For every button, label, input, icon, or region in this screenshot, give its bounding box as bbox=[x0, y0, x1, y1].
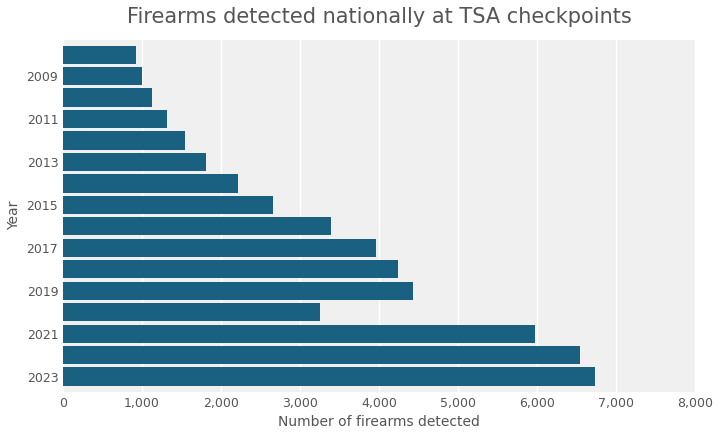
Bar bbox=[63, 368, 595, 386]
Bar bbox=[63, 260, 398, 279]
Bar bbox=[63, 110, 167, 128]
Bar bbox=[63, 238, 376, 257]
Bar bbox=[63, 45, 136, 64]
Bar bbox=[63, 324, 535, 343]
Bar bbox=[63, 153, 207, 171]
Bar bbox=[63, 174, 238, 193]
Bar bbox=[63, 282, 413, 300]
Bar bbox=[63, 217, 331, 235]
Bar bbox=[63, 131, 186, 150]
Bar bbox=[63, 196, 273, 214]
Title: Firearms detected nationally at TSA checkpoints: Firearms detected nationally at TSA chec… bbox=[127, 7, 631, 27]
X-axis label: Number of firearms detected: Number of firearms detected bbox=[278, 415, 480, 429]
Bar bbox=[63, 346, 580, 364]
Bar bbox=[63, 89, 152, 107]
Bar bbox=[63, 303, 320, 321]
Y-axis label: Year: Year bbox=[7, 201, 21, 230]
Bar bbox=[63, 67, 142, 85]
